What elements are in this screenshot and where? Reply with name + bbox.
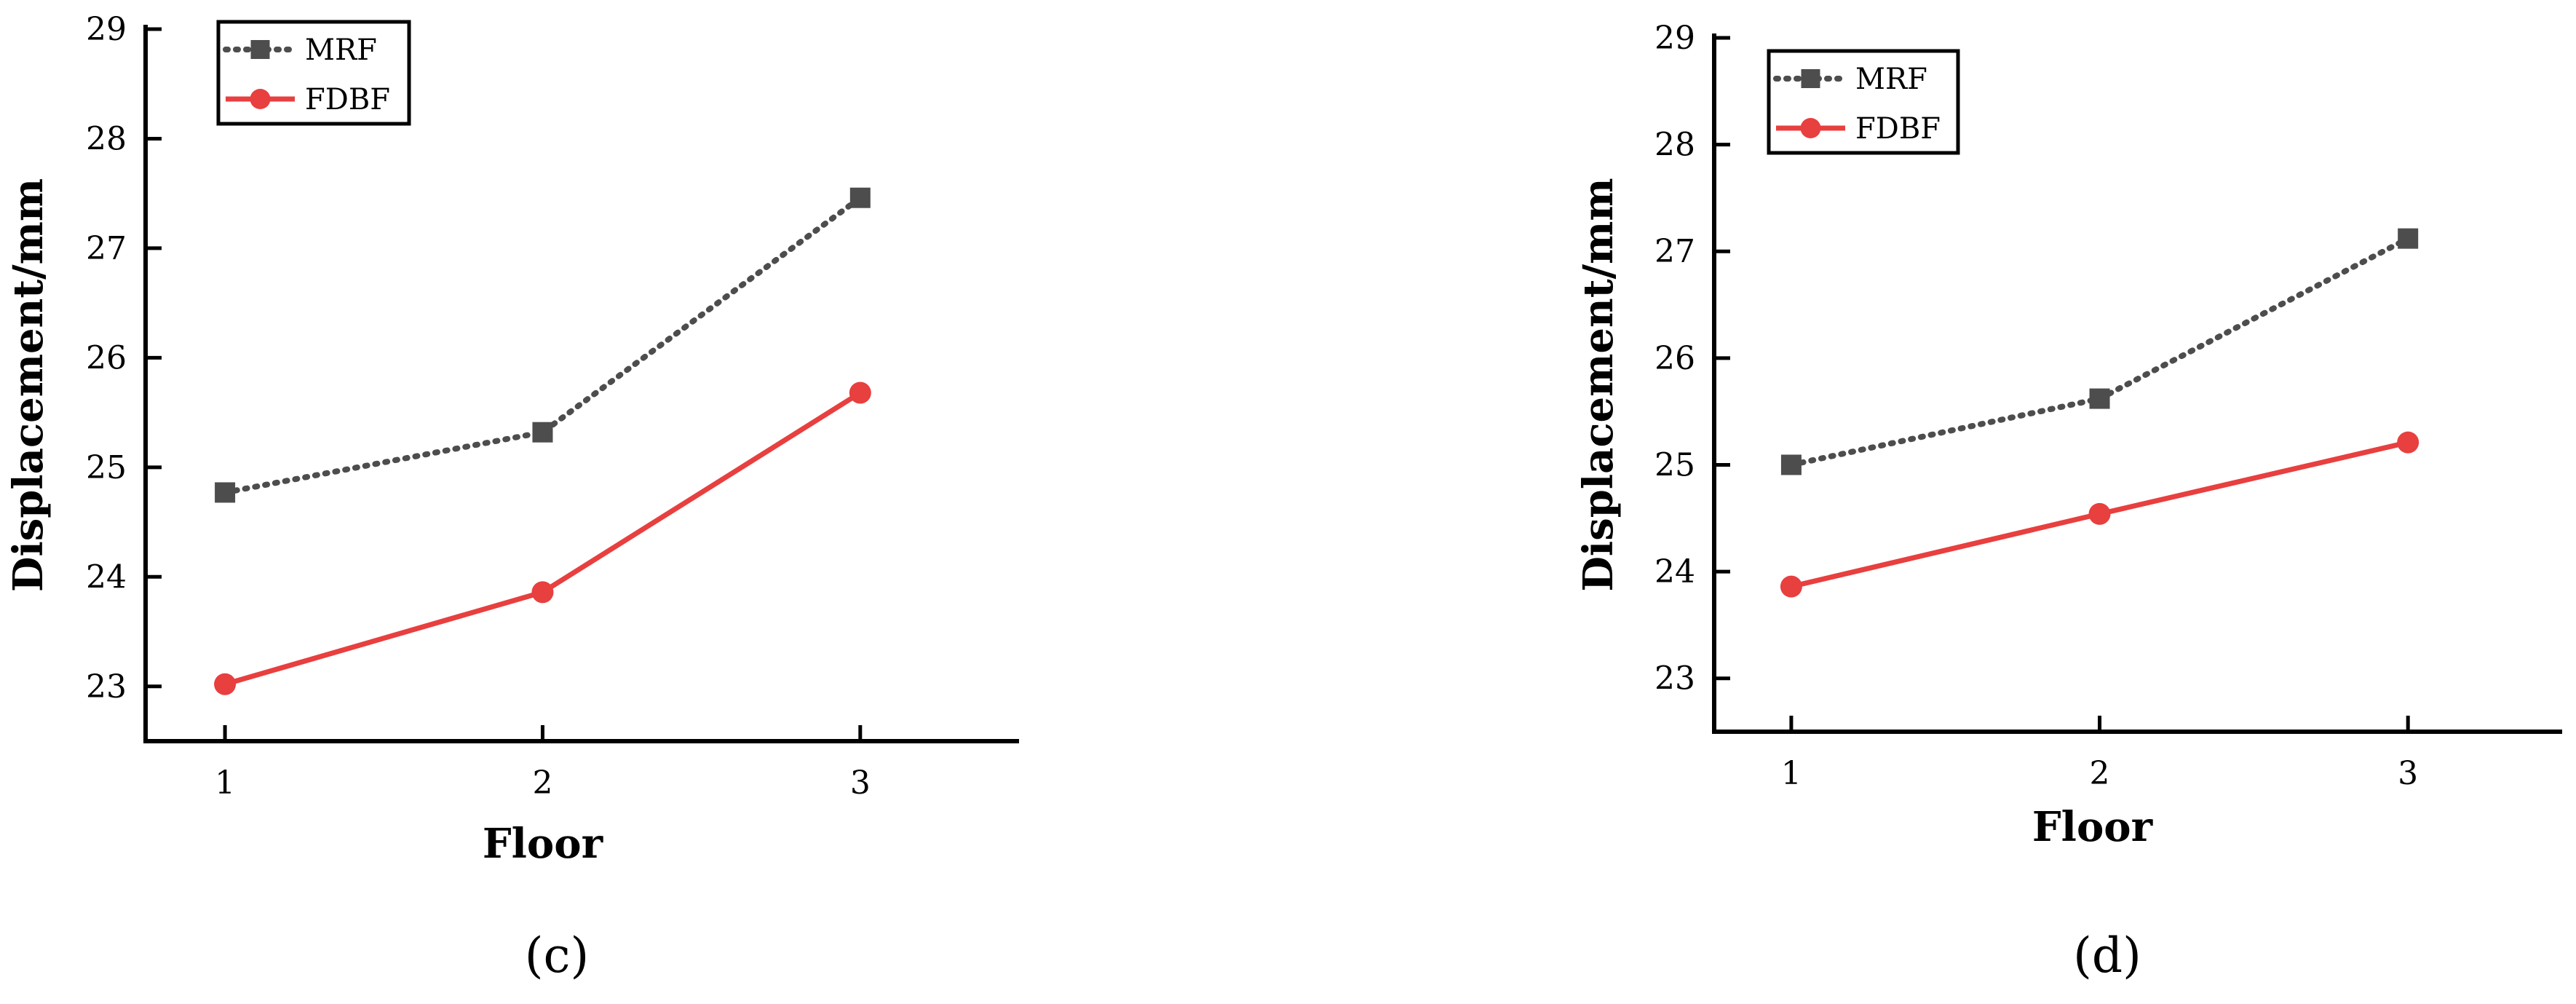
legend-marker-fdbf xyxy=(250,89,271,109)
y-axis-title: Displacement/mm xyxy=(4,178,52,592)
x-tick-label: 1 xyxy=(1781,755,1802,792)
y-tick-label: 26 xyxy=(1654,340,1695,377)
y-tick-label: 28 xyxy=(1654,127,1695,164)
data-point-mrf xyxy=(2398,228,2419,249)
panel-label: (d) xyxy=(2073,928,2141,984)
data-point-fdbf xyxy=(531,581,554,604)
series-line-mrf xyxy=(1788,235,2411,468)
legend-label-mrf: MRF xyxy=(305,33,377,67)
legend-marker-mrf xyxy=(1801,69,1820,88)
data-point-fdbf xyxy=(2088,502,2111,525)
x-tick-label: 2 xyxy=(532,764,552,802)
y-tick-label: 29 xyxy=(86,11,127,48)
y-tick-label: 29 xyxy=(1654,20,1695,57)
legend-label-fdbf: FDBF xyxy=(305,83,390,116)
data-point-mrf xyxy=(849,187,871,208)
y-tick-label: 24 xyxy=(86,558,127,596)
data-point-fdbf xyxy=(1780,575,1802,598)
data-point-fdbf xyxy=(2397,431,2420,454)
legend-label-mrf: MRF xyxy=(1855,63,1927,96)
data-point-fdbf xyxy=(849,382,871,404)
y-tick-label: 25 xyxy=(86,449,127,486)
data-point-mrf xyxy=(1780,454,1802,475)
x-tick-label: 3 xyxy=(2398,755,2418,792)
legend-box xyxy=(1767,49,1960,155)
legend-box xyxy=(216,20,411,126)
y-tick-label: 23 xyxy=(1654,660,1695,697)
data-point-mrf xyxy=(2089,388,2110,409)
x-axis-title: Floor xyxy=(2032,803,2154,851)
legend: MRF FDBF xyxy=(216,20,411,126)
y-tick-label: 26 xyxy=(86,339,127,376)
data-point-mrf xyxy=(532,422,553,443)
x-axis-title: Floor xyxy=(483,820,604,868)
data-point-mrf xyxy=(215,482,236,503)
x-tick-label: 2 xyxy=(2090,755,2110,792)
legend-label-fdbf: FDBF xyxy=(1855,112,1941,146)
y-tick-label: 23 xyxy=(86,668,127,705)
x-tick-label: 1 xyxy=(215,764,235,802)
data-point-fdbf xyxy=(214,673,237,695)
y-tick-label: 28 xyxy=(86,120,127,157)
y-tick-label: 24 xyxy=(1654,553,1695,590)
panel-label: (c) xyxy=(525,928,589,984)
y-axis-title: Displacement/mm xyxy=(1574,178,1622,591)
y-tick-label: 25 xyxy=(1654,446,1695,483)
y-tick-label: 27 xyxy=(86,230,127,267)
x-tick-label: 3 xyxy=(850,764,871,802)
legend-marker-mrf xyxy=(250,40,270,59)
legend: MRF FDBF xyxy=(1767,49,1960,155)
y-tick-label: 27 xyxy=(1654,233,1695,270)
legend-marker-fdbf xyxy=(1800,118,1821,138)
series-line-mrf xyxy=(222,194,863,496)
